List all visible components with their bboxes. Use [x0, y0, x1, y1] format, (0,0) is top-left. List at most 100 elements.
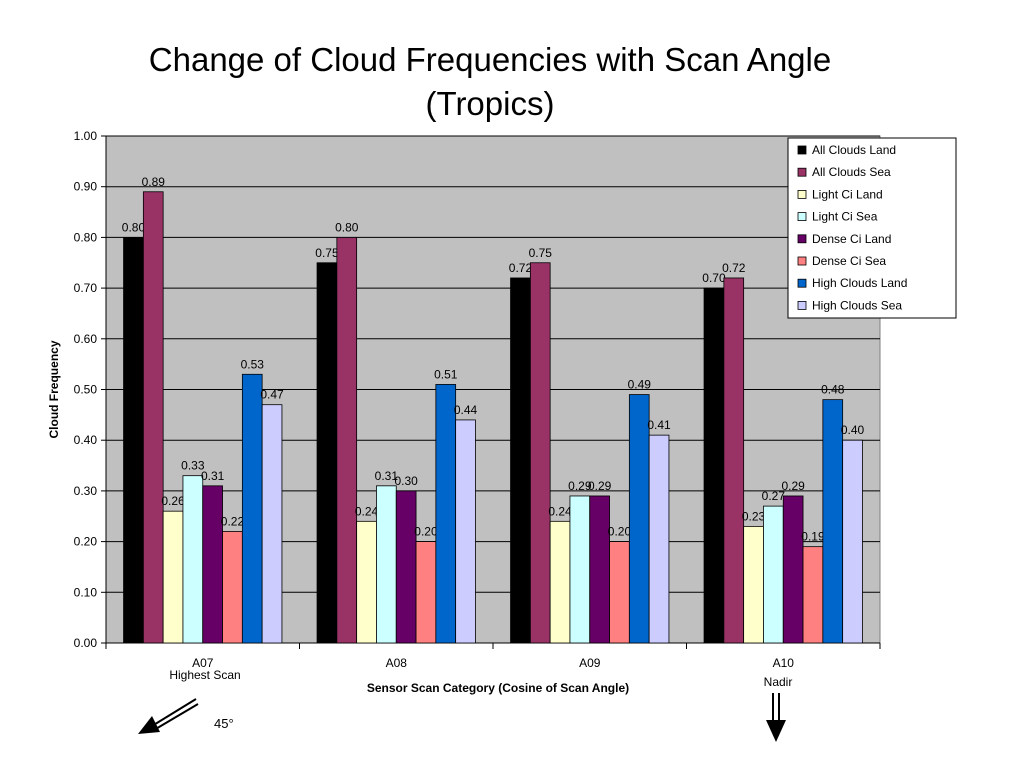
bar — [569, 495, 591, 644]
legend-swatch — [797, 234, 807, 244]
data-label: 0.75 — [315, 246, 339, 260]
y-tick-label: 0.30 — [74, 484, 98, 498]
y-tick-label: 1.00 — [74, 129, 98, 143]
data-label: 0.30 — [394, 474, 418, 488]
bar — [241, 373, 263, 644]
legend-label: High Clouds Land — [812, 276, 907, 290]
y-tick-label: 0.10 — [74, 585, 98, 599]
data-label: 0.72 — [722, 261, 746, 275]
legend-swatch — [797, 212, 807, 222]
data-label: 0.20 — [414, 525, 438, 539]
bar — [222, 531, 243, 644]
y-tick-label: 0.90 — [74, 180, 98, 194]
bar — [802, 546, 824, 644]
legend-swatch — [797, 278, 807, 288]
bar — [743, 525, 764, 644]
y-tick-label: 0.80 — [74, 230, 98, 244]
bar — [609, 541, 630, 644]
bar — [336, 236, 358, 644]
data-label: 0.51 — [434, 367, 458, 381]
legend-swatch — [797, 167, 807, 177]
legend-label: Light Ci Land — [812, 187, 883, 201]
bar — [589, 495, 610, 644]
bar — [628, 394, 650, 644]
legend-label: High Clouds Sea — [812, 298, 902, 312]
data-label: 0.53 — [241, 357, 265, 371]
data-label: 0.31 — [201, 469, 225, 483]
x-category-label: A08 — [386, 656, 408, 670]
data-label: 0.80 — [335, 220, 359, 234]
data-label: 0.26 — [161, 494, 185, 508]
bar — [529, 262, 551, 644]
bar — [182, 475, 204, 644]
data-label: 0.44 — [454, 403, 478, 417]
legend-swatch — [797, 300, 807, 310]
chart-title: Change of Cloud Frequencies with Scan An… — [0, 38, 980, 126]
bar — [763, 505, 784, 644]
x-axis-title: Sensor Scan Category (Cosine of Scan Ang… — [367, 681, 629, 695]
bar — [549, 520, 571, 644]
y-axis-title: Cloud Frequency — [47, 340, 61, 438]
title-line-2: (Tropics) — [425, 85, 555, 122]
data-label: 0.22 — [221, 514, 245, 528]
data-label: 0.89 — [142, 175, 166, 189]
y-tick-label: 0.40 — [74, 433, 98, 447]
y-tick-label: 0.00 — [74, 636, 98, 650]
x-category-label: A10 — [773, 656, 795, 670]
legend-swatch — [797, 256, 807, 266]
data-label: 0.72 — [509, 261, 533, 275]
bar — [455, 419, 476, 644]
bar — [415, 541, 437, 644]
data-label: 0.33 — [181, 459, 205, 473]
bar — [510, 277, 531, 644]
data-label: 0.40 — [841, 423, 865, 437]
legend-label: Light Ci Sea — [812, 210, 878, 224]
x-category-label: A09 — [579, 656, 601, 670]
data-label: 0.75 — [529, 246, 553, 260]
data-label: 0.47 — [260, 388, 284, 402]
y-tick-label: 0.70 — [74, 281, 98, 295]
data-label: 0.70 — [702, 271, 726, 285]
a07-subtitle: Highest Scan — [169, 668, 241, 682]
bar — [842, 439, 863, 644]
legend-label: All Clouds Sea — [812, 165, 891, 179]
data-label: 0.29 — [588, 479, 612, 493]
data-label: 0.41 — [647, 418, 671, 432]
data-label: 0.23 — [742, 509, 766, 523]
title-line-1: Change of Cloud Frequencies with Scan An… — [148, 41, 832, 78]
legend-label: Dense Ci Sea — [812, 254, 886, 268]
bar — [648, 434, 670, 644]
data-label: 0.80 — [122, 220, 146, 234]
data-label: 0.27 — [762, 489, 786, 503]
bar — [376, 485, 397, 644]
a10-subtitle: Nadir — [763, 675, 793, 689]
angle-label: 45° — [214, 716, 234, 731]
bar — [435, 384, 457, 644]
bar — [395, 490, 417, 644]
bar — [261, 404, 283, 644]
legend-swatch — [797, 189, 807, 199]
data-label: 0.49 — [628, 378, 652, 392]
data-label: 0.48 — [821, 383, 845, 397]
bar — [123, 236, 144, 644]
bar — [162, 510, 184, 644]
y-tick-label: 0.20 — [74, 535, 98, 549]
x-category-label: A07 — [192, 656, 214, 670]
data-label: 0.24 — [548, 504, 572, 518]
bar — [202, 485, 223, 644]
legend-label: All Clouds Land — [812, 143, 896, 157]
legend-swatch — [797, 145, 807, 155]
bar — [703, 287, 725, 644]
y-tick-label: 0.60 — [74, 332, 98, 346]
data-label: 0.20 — [608, 525, 632, 539]
data-label: 0.24 — [355, 504, 379, 518]
data-label: 0.19 — [801, 530, 825, 544]
legend-box — [787, 137, 957, 319]
legend-label: Dense Ci Land — [812, 232, 891, 246]
bar — [723, 277, 745, 644]
data-label: 0.29 — [568, 479, 592, 493]
bar — [142, 191, 164, 644]
data-label: 0.31 — [375, 469, 399, 483]
bar — [822, 399, 844, 644]
